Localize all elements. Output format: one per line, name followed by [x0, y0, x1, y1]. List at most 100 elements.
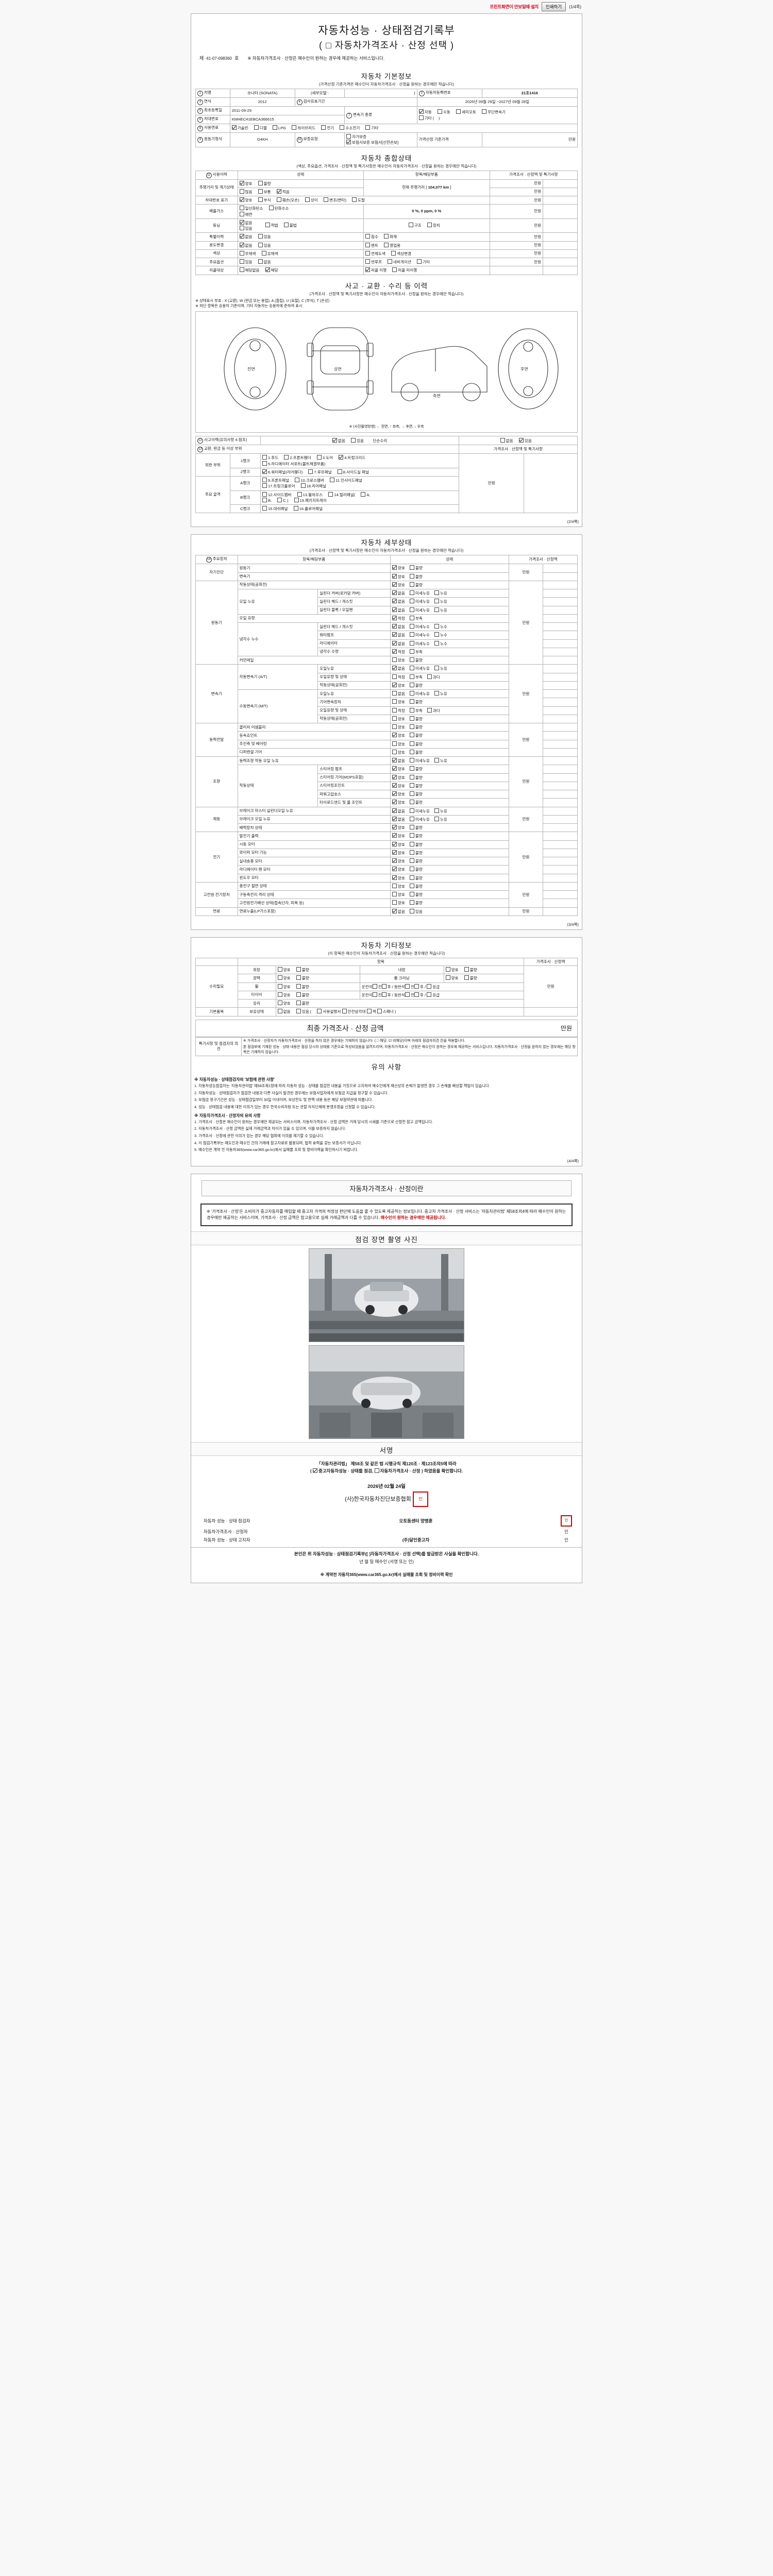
recall-applicable[interactable]: 해당: [265, 267, 278, 273]
checkbox-icon[interactable]: [239, 242, 244, 247]
checkbox-icon[interactable]: [293, 506, 298, 511]
checkbox-icon[interactable]: [392, 833, 397, 838]
ext-good[interactable]: 양호: [277, 967, 291, 973]
checkbox-icon[interactable]: [434, 758, 439, 763]
checkbox-icon[interactable]: [392, 267, 397, 273]
state-option[interactable]: 없음: [392, 624, 405, 630]
usechange-none[interactable]: 없음: [239, 242, 252, 248]
checkbox-icon[interactable]: [296, 984, 301, 989]
vin-corroded[interactable]: 부식: [258, 197, 271, 203]
checkbox-icon[interactable]: [392, 900, 397, 905]
checkbox-icon[interactable]: [392, 892, 397, 897]
checkbox-icon[interactable]: [392, 707, 397, 713]
checkbox-icon[interactable]: [388, 259, 393, 264]
checkbox-icon[interactable]: [342, 1009, 347, 1014]
part-pillar-c[interactable]: C ): [277, 497, 288, 503]
state-option[interactable]: 양호: [392, 749, 405, 755]
checkbox-icon[interactable]: [339, 455, 344, 460]
checkbox-icon[interactable]: [392, 908, 397, 913]
part-pillar-b[interactable]: B,: [262, 497, 272, 503]
part-side-sill[interactable]: 8.사이드실 패널: [337, 469, 369, 475]
part-trunk-floor[interactable]: 17.트렁크플로어: [262, 483, 295, 489]
accident-yes[interactable]: 있음: [350, 437, 364, 444]
state-option[interactable]: 불량: [409, 573, 423, 580]
state-option[interactable]: 부족: [409, 649, 423, 655]
checkbox-icon[interactable]: [405, 992, 410, 997]
checkbox-icon[interactable]: [300, 483, 306, 488]
int-bad[interactable]: 불량: [464, 967, 477, 973]
checkbox-icon[interactable]: [365, 242, 371, 247]
state-option[interactable]: 양호: [392, 766, 405, 772]
checkbox-icon[interactable]: [392, 624, 397, 629]
checkbox-icon[interactable]: [409, 791, 414, 796]
state-option[interactable]: 불량: [409, 724, 423, 730]
checkbox-icon[interactable]: [261, 250, 266, 256]
checkbox-icon[interactable]: [392, 674, 397, 679]
checkbox-icon[interactable]: [239, 189, 244, 194]
checkbox-icon[interactable]: [262, 478, 267, 483]
checkbox-icon[interactable]: [409, 682, 414, 687]
checkbox-icon[interactable]: [392, 766, 397, 771]
checkbox-icon[interactable]: [332, 437, 337, 443]
options-none[interactable]: 없음: [258, 259, 271, 265]
checkbox-icon[interactable]: [409, 841, 414, 846]
state-option[interactable]: 없음: [392, 599, 405, 604]
checkbox-icon[interactable]: [409, 573, 414, 579]
state-option[interactable]: 누유: [434, 599, 447, 604]
state-option[interactable]: 누유: [434, 691, 447, 697]
checkbox-icon[interactable]: [418, 109, 424, 114]
state-option[interactable]: 과다: [427, 674, 440, 680]
fuel-opt-lpg[interactable]: LPG: [272, 125, 286, 131]
checkbox-icon[interactable]: [500, 437, 505, 443]
wheel-bad[interactable]: 불량: [296, 984, 309, 990]
tuning-device[interactable]: 장치: [427, 223, 440, 228]
state-option[interactable]: 과다: [427, 707, 440, 714]
checkbox-icon[interactable]: [392, 841, 397, 846]
state-option[interactable]: 적정: [392, 707, 405, 714]
state-option[interactable]: 미세누유: [409, 607, 430, 613]
mileage-normal[interactable]: 보통: [258, 189, 271, 195]
recall-done[interactable]: 리콜 이행: [365, 267, 386, 273]
basic-none[interactable]: 없음: [277, 1009, 291, 1014]
checkbox-icon[interactable]: [417, 259, 422, 264]
checkbox-icon[interactable]: [392, 867, 397, 872]
checkbox-icon[interactable]: [392, 615, 397, 620]
state-option[interactable]: 미세누유: [409, 808, 430, 814]
checkbox-icon[interactable]: [365, 259, 371, 264]
checkbox-icon[interactable]: [276, 197, 281, 202]
checkbox-icon[interactable]: [409, 615, 414, 620]
state-option[interactable]: 불량: [409, 858, 423, 864]
mileage-many[interactable]: 많음: [239, 189, 252, 195]
checkbox-icon[interactable]: [434, 691, 439, 696]
checkbox-icon[interactable]: [239, 197, 244, 202]
checkbox-icon[interactable]: [258, 189, 263, 194]
checkbox-icon[interactable]: [409, 640, 414, 646]
fuel-opt-hydrogen[interactable]: 수소전기: [340, 125, 360, 131]
tire-good[interactable]: 양호: [277, 992, 291, 998]
state-option[interactable]: 양호: [392, 892, 405, 897]
checkbox-icon[interactable]: [392, 565, 397, 570]
checkbox-icon[interactable]: [392, 875, 397, 880]
part-front-panel[interactable]: 9.프론트패널: [262, 478, 289, 483]
state-option[interactable]: 불량: [409, 716, 423, 722]
state-option[interactable]: 부족: [409, 615, 423, 621]
tuning-none[interactable]: 없음: [239, 219, 252, 226]
state-option[interactable]: 양호: [392, 733, 405, 738]
state-option[interactable]: 양호: [392, 900, 405, 906]
state-option[interactable]: 양호: [392, 800, 405, 805]
checkbox-icon[interactable]: [372, 984, 377, 989]
checkbox-icon[interactable]: [265, 223, 270, 227]
checkbox-icon[interactable]: [297, 492, 302, 497]
state-option[interactable]: 없음: [392, 666, 405, 671]
checkbox-icon[interactable]: [409, 774, 414, 779]
state-option[interactable]: 불량: [409, 833, 423, 839]
wheel-good[interactable]: 양호: [277, 984, 291, 990]
checkbox-icon[interactable]: [392, 724, 397, 730]
checkbox-icon[interactable]: [392, 716, 397, 721]
fuel-opt-hybrid[interactable]: 하이브리드: [292, 125, 315, 131]
checkbox-icon[interactable]: [262, 497, 267, 502]
checkbox-icon[interactable]: [361, 492, 366, 497]
state-option[interactable]: 불량: [409, 841, 423, 848]
checkbox-icon[interactable]: [346, 134, 351, 139]
checkbox-icon[interactable]: [409, 691, 414, 696]
